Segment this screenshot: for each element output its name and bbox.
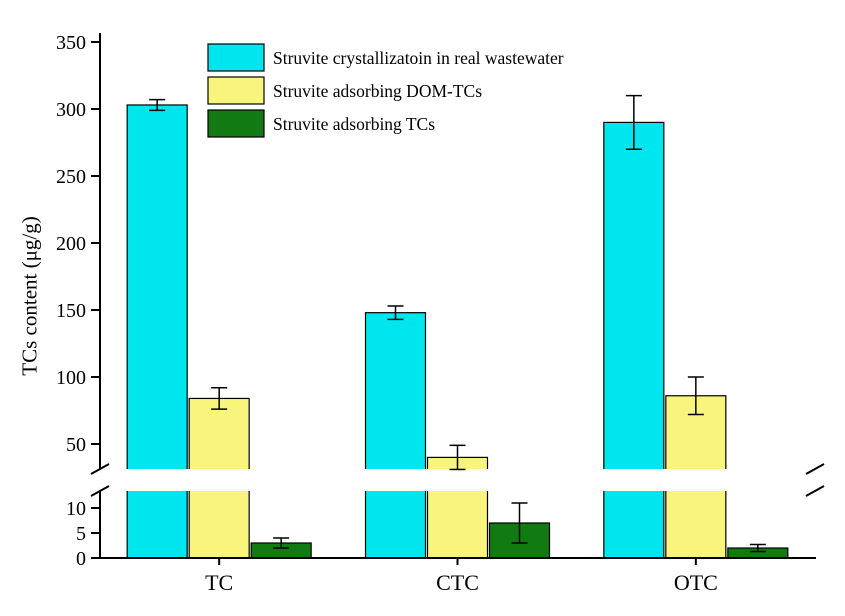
legend-swatch <box>207 43 265 72</box>
y-tick-label: 5 <box>76 523 86 545</box>
y-axis-title: TCs content (μg/g) <box>17 216 42 376</box>
axis-break-mark <box>90 463 110 475</box>
y-tick-label: 100 <box>56 367 86 389</box>
axis-break-band <box>90 469 825 491</box>
y-tick-label: 150 <box>56 300 86 322</box>
category-label: TC <box>205 570 233 595</box>
axis-break-mark <box>805 485 825 497</box>
category-label: CTC <box>436 570 479 595</box>
y-tick-label: 0 <box>76 548 86 570</box>
bar-OTC-series0 <box>603 121 665 559</box>
axis-break-mark <box>805 463 825 475</box>
legend-label: Struvite adsorbing DOM-TCs <box>273 81 482 101</box>
legend-label: Struvite adsorbing TCs <box>273 114 435 134</box>
legend-swatch <box>207 109 265 138</box>
axis-break-mark <box>90 485 110 497</box>
legend-label: Struvite crystallizatoin in real wastewa… <box>273 48 564 68</box>
y-tick-label: 10 <box>66 498 86 520</box>
category-label: OTC <box>674 570 718 595</box>
y-tick-label: 250 <box>56 166 86 188</box>
y-tick-label: 50 <box>66 434 86 456</box>
y-tick-label: 200 <box>56 233 86 255</box>
y-tick-label: 350 <box>56 32 86 54</box>
legend-swatch <box>207 76 265 105</box>
bar-CTC-series0 <box>364 312 427 559</box>
y-tick-label: 300 <box>56 99 86 121</box>
